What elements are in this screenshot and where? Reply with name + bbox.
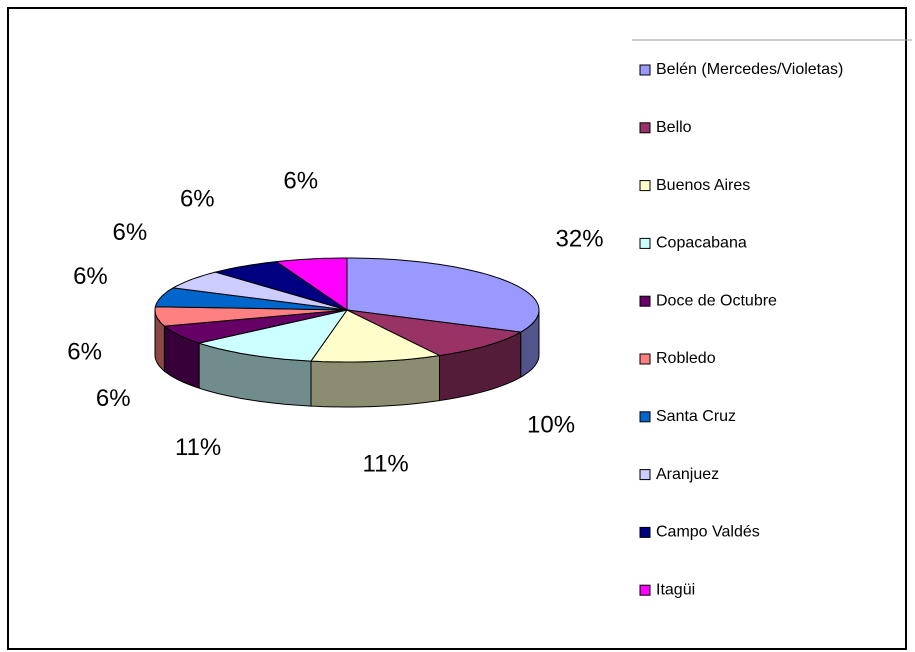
- data-label: 6%: [283, 168, 318, 195]
- data-label: 6%: [73, 263, 108, 290]
- legend-swatch: [639, 64, 651, 76]
- legend-label: Santa Cruz: [656, 408, 736, 425]
- slice: [213, 261, 348, 311]
- legend-swatch: [639, 526, 651, 538]
- legend-swatch: [639, 122, 651, 134]
- slice: [171, 271, 348, 311]
- legend-label: Aranjuez: [656, 466, 719, 483]
- legend-swatch: [639, 295, 651, 307]
- data-label: 6%: [112, 219, 147, 246]
- legend-label: Campo Valdés: [656, 524, 760, 541]
- data-label: 6%: [67, 339, 102, 366]
- legend-label: Robledo: [656, 350, 716, 367]
- slice: [197, 309, 349, 362]
- legend-swatch: [639, 353, 651, 365]
- legend-swatch: [639, 180, 651, 192]
- slice: [310, 309, 442, 363]
- legend-swatch: [639, 411, 651, 423]
- data-label: 11%: [175, 434, 221, 461]
- data-label: 10%: [527, 411, 575, 438]
- legend-label: Buenos Aires: [656, 177, 750, 194]
- slice: [163, 309, 348, 344]
- slice-side: [310, 355, 440, 408]
- legend-label: Bello: [656, 119, 692, 136]
- legend-swatch: [639, 469, 651, 481]
- legend-label: Doce de Octubre: [656, 292, 777, 309]
- data-label: 6%: [180, 186, 215, 213]
- data-label: 32%: [556, 226, 604, 253]
- data-label: 6%: [96, 385, 131, 412]
- data-label: 11%: [363, 451, 409, 478]
- legend-swatch: [639, 584, 651, 596]
- legend-label: Belén (Mercedes/Violetas): [656, 61, 843, 78]
- slice: [154, 287, 348, 311]
- legend-label: Copacabana: [656, 235, 747, 252]
- legend-swatch: [639, 237, 651, 249]
- legend-label: Itagüi: [656, 581, 695, 598]
- slice: [274, 257, 348, 311]
- slice: [154, 306, 348, 327]
- slice: [346, 309, 523, 357]
- slice: [346, 257, 540, 333]
